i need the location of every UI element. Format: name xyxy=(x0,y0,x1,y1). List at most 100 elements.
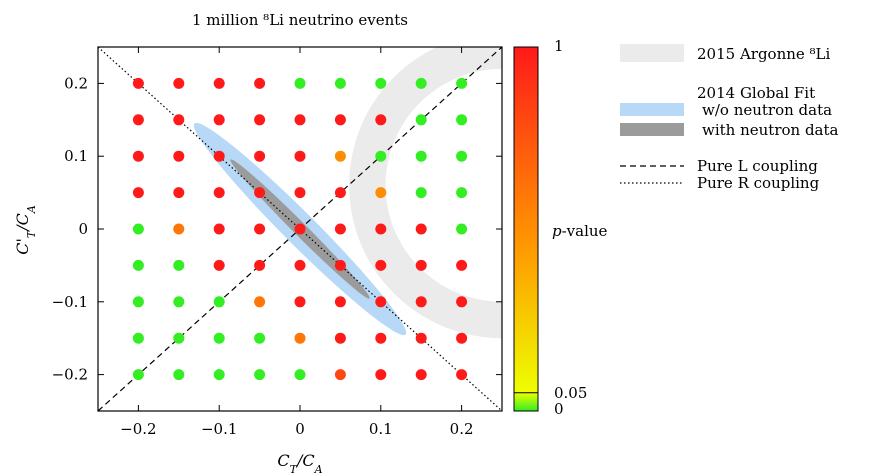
data-point xyxy=(334,259,346,271)
data-point xyxy=(456,77,468,89)
data-point xyxy=(254,187,266,199)
data-point xyxy=(213,259,225,271)
data-point xyxy=(294,332,306,344)
data-point xyxy=(254,259,266,271)
region-argonne xyxy=(349,47,502,339)
data-point xyxy=(456,187,468,199)
data-point xyxy=(375,77,387,89)
data-point xyxy=(294,223,306,235)
line-pure-r-coupling xyxy=(97,46,503,412)
legend-label-pure-r: Pure R coupling xyxy=(697,174,820,192)
data-point xyxy=(254,332,266,344)
data-point xyxy=(375,332,387,344)
data-point xyxy=(456,296,468,308)
data-point xyxy=(173,77,185,89)
data-point xyxy=(213,369,225,381)
data-point xyxy=(132,223,144,235)
y-tick-label: −0.2 xyxy=(52,366,88,384)
data-point xyxy=(456,150,468,162)
data-point xyxy=(415,296,427,308)
y-tick-label: 0.2 xyxy=(64,74,88,92)
y-tick-label: 0 xyxy=(78,220,88,238)
data-point xyxy=(132,114,144,126)
x-tick-label: −0.1 xyxy=(201,420,237,438)
data-point xyxy=(334,114,346,126)
data-point xyxy=(294,150,306,162)
data-point xyxy=(334,369,346,381)
data-point xyxy=(294,259,306,271)
x-tick-label: 0 xyxy=(295,420,305,438)
data-point xyxy=(294,187,306,199)
data-point xyxy=(213,150,225,162)
data-point xyxy=(334,150,346,162)
data-point xyxy=(294,369,306,381)
x-tick-label: 0.1 xyxy=(369,420,393,438)
data-point xyxy=(213,223,225,235)
data-point xyxy=(213,77,225,89)
data-point xyxy=(415,150,427,162)
data-point xyxy=(415,187,427,199)
data-point xyxy=(173,187,185,199)
y-tick-label: −0.1 xyxy=(52,293,88,311)
data-point xyxy=(213,114,225,126)
data-point xyxy=(334,332,346,344)
data-point xyxy=(254,369,266,381)
data-point xyxy=(294,114,306,126)
legend-label-argonne: 2015 Argonne ⁸Li xyxy=(697,45,831,63)
x-tick-label: −0.2 xyxy=(120,420,156,438)
data-point xyxy=(415,114,427,126)
data-point xyxy=(132,259,144,271)
legend-group-title: 2014 Global Fit xyxy=(697,84,815,102)
legend-label-pure-l: Pure L coupling xyxy=(697,157,818,175)
data-point xyxy=(415,332,427,344)
colorbar-tick-label: 1 xyxy=(554,37,564,55)
data-point xyxy=(213,187,225,199)
data-point xyxy=(173,114,185,126)
data-point xyxy=(213,332,225,344)
data-point xyxy=(294,77,306,89)
x-axis: −0.2 −0.1 0 0.1 0.2 xyxy=(120,47,474,438)
data-point xyxy=(254,150,266,162)
data-point xyxy=(456,223,468,235)
data-point xyxy=(173,296,185,308)
data-point xyxy=(415,369,427,381)
data-point xyxy=(254,114,266,126)
points-layer xyxy=(132,77,468,381)
data-point xyxy=(254,296,266,308)
colorbar: 00.05 1 p-value xyxy=(513,37,608,418)
data-point xyxy=(456,259,468,271)
y-axis: −0.2 −0.1 0 0.1 0.2 xyxy=(52,74,502,384)
data-point xyxy=(132,369,144,381)
data-point xyxy=(375,369,387,381)
x-axis-label: CT/CA xyxy=(277,451,322,473)
data-point xyxy=(294,296,306,308)
data-point xyxy=(375,187,387,199)
data-point xyxy=(132,332,144,344)
data-point xyxy=(415,259,427,271)
data-point xyxy=(173,223,185,235)
data-point xyxy=(173,259,185,271)
legend-label-without-neutron: w/o neutron data xyxy=(702,101,832,119)
data-point xyxy=(173,150,185,162)
colorbar-tick-label: 0 xyxy=(554,400,564,418)
data-point xyxy=(375,296,387,308)
data-point xyxy=(375,150,387,162)
data-point xyxy=(254,223,266,235)
data-point xyxy=(132,187,144,199)
colorbar-label: p-value xyxy=(552,222,608,240)
x-tick-label: 0.2 xyxy=(450,420,474,438)
chart-title: 1 million ⁸Li neutrino events xyxy=(192,11,408,29)
data-point xyxy=(173,332,185,344)
data-point xyxy=(375,259,387,271)
data-point xyxy=(375,223,387,235)
y-axis-label: C'T/CA xyxy=(13,205,38,255)
data-point xyxy=(132,296,144,308)
data-point xyxy=(415,77,427,89)
data-point xyxy=(456,114,468,126)
legend-swatch-with-neutron xyxy=(620,123,684,136)
legend-swatch-without-neutron xyxy=(620,103,684,116)
colorbar-tick-label: 0.05 xyxy=(554,384,587,402)
data-point xyxy=(334,187,346,199)
